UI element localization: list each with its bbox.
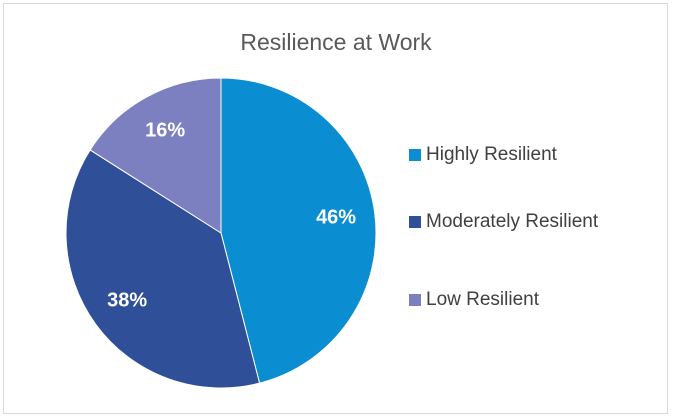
data-label: 46% [316,207,356,229]
chart-title: Resilience at Work [240,29,432,55]
legend-swatch [409,216,421,228]
legend-swatch [409,294,421,306]
pie-slice [220,77,377,384]
pie-slice [89,77,222,234]
data-label: 16% [145,120,185,142]
pie-slice [65,149,261,389]
legend-label: Low Resilient [426,289,540,310]
chart-frame [3,3,668,414]
data-label: 38% [107,289,147,311]
legend-swatch [409,149,421,161]
legend-label: Highly Resilient [426,144,558,165]
legend-label: Moderately Resilient [426,211,599,232]
